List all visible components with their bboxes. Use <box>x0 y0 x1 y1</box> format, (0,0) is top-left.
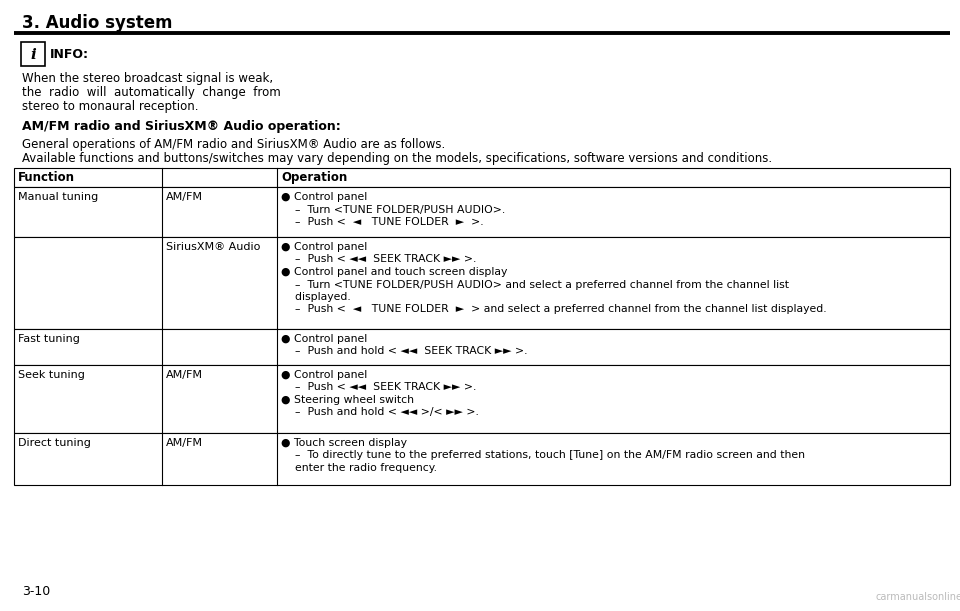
Text: Fast tuning: Fast tuning <box>18 334 80 344</box>
Text: ● Control panel: ● Control panel <box>281 242 368 252</box>
Bar <box>14 329 950 365</box>
Text: –  Turn <TUNE FOLDER/PUSH AUDIO> and select a preferred channel from the channel: – Turn <TUNE FOLDER/PUSH AUDIO> and sele… <box>281 279 789 290</box>
Text: carmanualsonline.info: carmanualsonline.info <box>875 592 960 602</box>
Text: Manual tuning: Manual tuning <box>18 192 98 202</box>
Text: 3. Audio system: 3. Audio system <box>22 14 173 32</box>
Text: –  Push and hold < ◄◄ >/< ►► >.: – Push and hold < ◄◄ >/< ►► >. <box>281 408 479 417</box>
Text: enter the radio frequency.: enter the radio frequency. <box>281 463 437 473</box>
Bar <box>14 237 950 329</box>
Text: –  To directly tune to the preferred stations, touch [Tune] on the AM/FM radio s: – To directly tune to the preferred stat… <box>281 450 805 461</box>
Text: AM/FM radio and SiriusXM® Audio operation:: AM/FM radio and SiriusXM® Audio operatio… <box>22 120 341 133</box>
Bar <box>14 168 950 187</box>
Text: Direct tuning: Direct tuning <box>18 438 91 448</box>
FancyBboxPatch shape <box>21 42 45 66</box>
Text: stereo to monaural reception.: stereo to monaural reception. <box>22 100 199 113</box>
Text: –  Push <  ◄   TUNE FOLDER  ►  > and select a preferred channel from the channel: – Push < ◄ TUNE FOLDER ► > and select a … <box>281 304 827 315</box>
Text: 3-10: 3-10 <box>22 585 50 598</box>
Text: –  Push <  ◄   TUNE FOLDER  ►  >.: – Push < ◄ TUNE FOLDER ► >. <box>281 217 484 227</box>
Bar <box>14 433 950 485</box>
Text: displayed.: displayed. <box>281 292 350 302</box>
Text: ● Control panel and touch screen display: ● Control panel and touch screen display <box>281 267 508 277</box>
Text: ● Steering wheel switch: ● Steering wheel switch <box>281 395 414 405</box>
Text: i: i <box>30 48 36 62</box>
Text: SiriusXM® Audio: SiriusXM® Audio <box>166 242 260 252</box>
Text: INFO:: INFO: <box>50 48 89 62</box>
Bar <box>14 187 950 237</box>
Text: Available functions and buttons/switches may vary depending on the models, speci: Available functions and buttons/switches… <box>22 152 772 165</box>
Text: Operation: Operation <box>281 171 348 184</box>
Text: –  Push < ◄◄  SEEK TRACK ►► >.: – Push < ◄◄ SEEK TRACK ►► >. <box>281 255 476 265</box>
Text: the  radio  will  automatically  change  from: the radio will automatically change from <box>22 86 280 99</box>
Text: –  Turn <TUNE FOLDER/PUSH AUDIO>.: – Turn <TUNE FOLDER/PUSH AUDIO>. <box>281 205 505 214</box>
Text: Function: Function <box>18 171 75 184</box>
Text: ● Control panel: ● Control panel <box>281 334 368 344</box>
Text: AM/FM: AM/FM <box>166 438 203 448</box>
Text: ● Control panel: ● Control panel <box>281 370 368 380</box>
Text: ● Touch screen display: ● Touch screen display <box>281 438 407 448</box>
Text: –  Push and hold < ◄◄  SEEK TRACK ►► >.: – Push and hold < ◄◄ SEEK TRACK ►► >. <box>281 346 527 356</box>
Bar <box>14 365 950 433</box>
Text: AM/FM: AM/FM <box>166 192 203 202</box>
Text: Seek tuning: Seek tuning <box>18 370 84 380</box>
Text: General operations of AM/FM radio and SiriusXM® Audio are as follows.: General operations of AM/FM radio and Si… <box>22 138 445 151</box>
Text: AM/FM: AM/FM <box>166 370 203 380</box>
Text: When the stereo broadcast signal is weak,: When the stereo broadcast signal is weak… <box>22 72 274 85</box>
Text: ● Control panel: ● Control panel <box>281 192 368 202</box>
Text: –  Push < ◄◄  SEEK TRACK ►► >.: – Push < ◄◄ SEEK TRACK ►► >. <box>281 382 476 392</box>
